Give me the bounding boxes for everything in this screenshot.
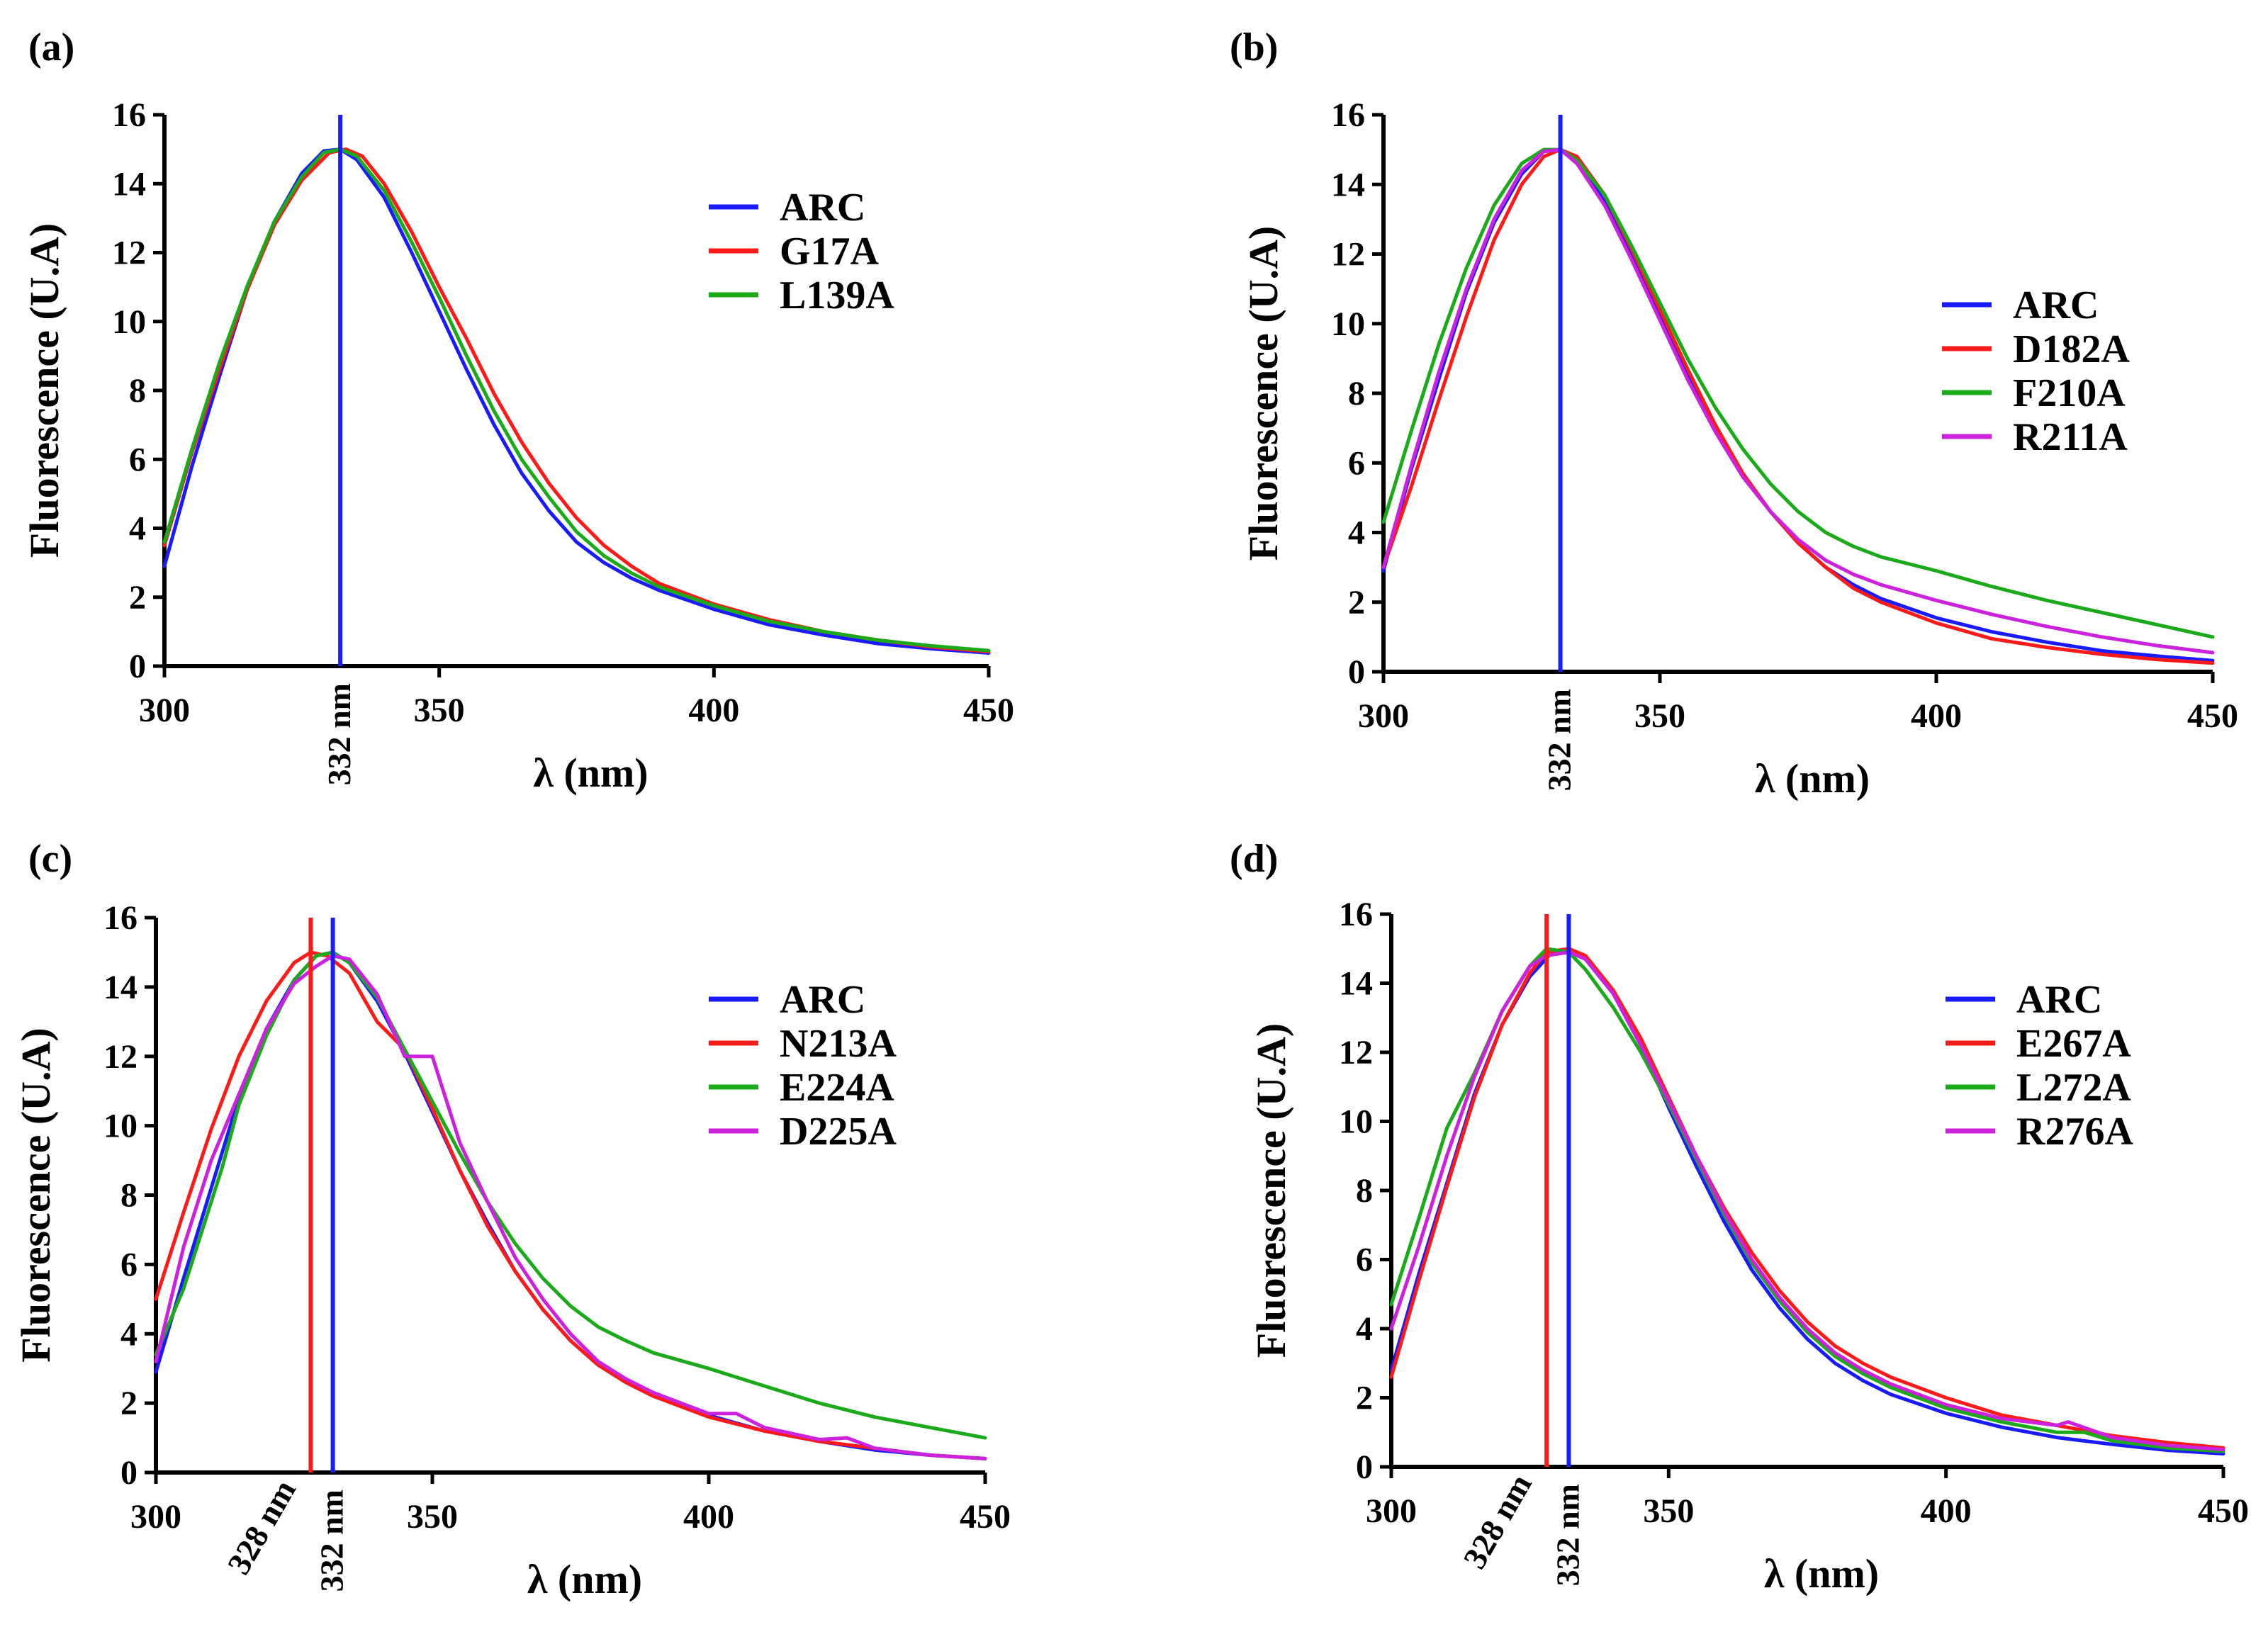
legend-label: ARC xyxy=(780,978,865,1022)
y-tick-label: 16 xyxy=(1331,96,1365,134)
x-tick-label: 400 xyxy=(1911,697,1962,735)
series-line-l139a xyxy=(162,147,991,653)
legend-label: R211A xyxy=(2013,415,2128,459)
y-tick-label: 14 xyxy=(112,165,146,203)
legend-label: G17A xyxy=(780,230,880,274)
y-tick-label: 0 xyxy=(1356,1448,1373,1486)
y-tick-label: 6 xyxy=(1348,444,1365,482)
legend-label: E267A xyxy=(2016,1022,2131,1066)
x-tick-label: 300 xyxy=(1366,1492,1417,1530)
y-tick-label: 12 xyxy=(1339,1034,1373,1071)
legend-label: N213A xyxy=(780,1022,897,1066)
y-tick-label: 8 xyxy=(1356,1172,1373,1210)
y-tick-label: 6 xyxy=(120,1246,137,1283)
y-tick-label: 6 xyxy=(1356,1242,1373,1279)
legend-label: D182A xyxy=(2013,327,2130,371)
legend-label: E224A xyxy=(780,1066,894,1110)
legend-label: L139A xyxy=(780,274,894,317)
y-tick-label: 4 xyxy=(120,1315,137,1353)
y-tick-label: 14 xyxy=(103,969,137,1006)
x-tick-label: 350 xyxy=(414,692,465,729)
y-tick-label: 12 xyxy=(1331,236,1365,274)
legend-label: D225A xyxy=(780,1110,897,1154)
series-line-r211a xyxy=(1381,147,2215,655)
x-tick-label: 400 xyxy=(683,1498,734,1536)
y-tick-label: 0 xyxy=(120,1454,137,1492)
x-tick-label: 350 xyxy=(1643,1492,1694,1530)
panel-label: (d) xyxy=(1230,837,1278,881)
y-tick-label: 4 xyxy=(1356,1310,1373,1348)
chart-panel-d: (d) 0 2 4 6 8 10 12 14 16 300 350 400 450 λ (nm) Fluor… xyxy=(1230,837,2249,1597)
x-tick-label: 450 xyxy=(2187,697,2238,735)
series-line-d182a xyxy=(1381,147,2215,665)
y-tick-label: 0 xyxy=(1348,653,1365,691)
y-tick-label: 16 xyxy=(112,96,146,134)
y-tick-label: 16 xyxy=(1339,896,1373,933)
panel-label: (b) xyxy=(1230,26,1278,69)
series-line-e224a xyxy=(154,950,987,1440)
peak-marker-label: 332 nm xyxy=(321,683,357,785)
peak-marker-label: 332 nm xyxy=(314,1490,350,1592)
x-axis-title: λ (nm) xyxy=(1755,755,1870,801)
y-tick-label: 8 xyxy=(120,1177,137,1215)
x-tick-label: 300 xyxy=(1358,697,1409,735)
peak-marker-label: 332 nm xyxy=(1549,1484,1585,1586)
series-line-n213a xyxy=(154,950,987,1460)
x-tick-label: 450 xyxy=(960,1498,1011,1536)
y-tick-label: 12 xyxy=(112,235,146,272)
x-tick-label: 450 xyxy=(963,692,1014,729)
x-tick-label: 400 xyxy=(688,692,739,729)
chart-panel-c: (c) 0 2 4 6 8 10 12 14 16 300 350 400 450 λ (nm) Fluor… xyxy=(13,837,1011,1602)
y-tick-label: 10 xyxy=(1331,305,1365,343)
x-tick-label: 350 xyxy=(407,1498,458,1536)
y-tick-label: 2 xyxy=(120,1385,137,1422)
y-tick-label: 10 xyxy=(1339,1103,1373,1141)
peak-marker-label: 328 nm xyxy=(1456,1468,1538,1575)
y-tick-label: 6 xyxy=(129,441,146,478)
y-tick-label: 14 xyxy=(1339,965,1373,1003)
x-tick-label: 300 xyxy=(139,692,190,729)
y-tick-label: 2 xyxy=(1348,584,1365,621)
y-axis-title: Fluorescence (U.A) xyxy=(1240,226,1286,561)
legend-label: R276A xyxy=(2016,1110,2133,1154)
legend-label: F210A xyxy=(2013,371,2126,415)
chart-panel-b: (b) 0 2 4 6 8 10 12 14 16 300 350 400 450 λ (nm) Fluor… xyxy=(1230,26,2238,801)
series-line-f210a xyxy=(1381,147,2215,639)
x-tick-label: 450 xyxy=(2198,1492,2249,1530)
panel-label: (a) xyxy=(28,26,74,69)
legend-label: ARC xyxy=(2013,283,2099,327)
y-tick-label: 8 xyxy=(129,372,146,410)
y-tick-label: 10 xyxy=(112,303,146,341)
x-tick-label: 300 xyxy=(130,1498,181,1536)
y-tick-label: 16 xyxy=(103,899,137,937)
y-tick-label: 2 xyxy=(1356,1380,1373,1417)
y-axis-title: Fluorescence (U.A) xyxy=(13,1028,59,1362)
legend-label: ARC xyxy=(780,186,865,230)
series-line-r276a xyxy=(1389,950,2225,1452)
x-tick-label: 400 xyxy=(1921,1492,1972,1530)
y-tick-label: 4 xyxy=(1348,514,1365,552)
y-tick-label: 14 xyxy=(1331,166,1365,203)
y-tick-label: 8 xyxy=(1348,375,1365,412)
y-axis-title: Fluorescence (U.A) xyxy=(1248,1023,1294,1358)
panel-label: (c) xyxy=(28,837,72,881)
peak-marker-label: 332 nm xyxy=(1542,689,1578,791)
y-axis-title: Fluorescence (U.A) xyxy=(21,223,67,558)
legend-label: ARC xyxy=(2016,978,2102,1022)
y-tick-label: 0 xyxy=(129,648,146,685)
x-tick-label: 350 xyxy=(1634,697,1685,735)
y-tick-label: 2 xyxy=(129,579,146,616)
y-tick-label: 4 xyxy=(129,510,146,548)
peak-marker-label: 328 nm xyxy=(220,1474,303,1581)
legend-label: L272A xyxy=(2016,1066,2131,1110)
chart-panel-a: (a) 0 2 4 6 8 10 12 14 16 300 350 400 450 λ (nm) Fluor… xyxy=(21,26,1014,796)
y-tick-label: 12 xyxy=(103,1038,137,1076)
series-line-d225a xyxy=(154,954,987,1460)
x-axis-title: λ (nm) xyxy=(533,750,648,796)
x-axis-title: λ (nm) xyxy=(527,1556,642,1602)
y-tick-label: 10 xyxy=(103,1108,137,1145)
x-axis-title: λ (nm) xyxy=(1764,1550,1879,1597)
